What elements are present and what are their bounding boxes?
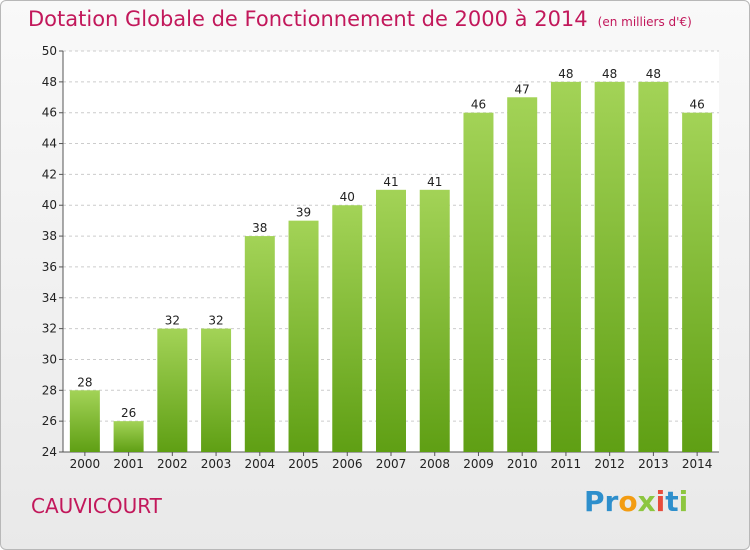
bar [201, 328, 232, 452]
logo-letter: P [584, 485, 605, 518]
bar-value-label: 48 [646, 67, 661, 81]
x-tick-label: 2009 [463, 457, 494, 471]
x-tick-label: 2013 [638, 457, 669, 471]
bar-value-label: 39 [296, 206, 311, 220]
y-tick-label: 50 [42, 44, 57, 58]
x-tick-label: 2012 [594, 457, 625, 471]
x-tick-label: 2003 [201, 457, 232, 471]
bar-chart: 24 26 28 30 32 34 36 38 40 42 44 46 48 50 28 2000 26 2001… [42, 44, 719, 471]
chart-subtitle: (en milliers d'€) [597, 15, 692, 29]
y-tick-label: 36 [42, 260, 57, 274]
y-tick-label: 24 [42, 445, 57, 459]
bar [113, 421, 144, 452]
bar [69, 390, 100, 452]
y-tick-label: 40 [42, 198, 57, 212]
x-tick-label: 2004 [245, 457, 276, 471]
y-tick-label: 48 [42, 75, 57, 89]
bar [288, 220, 319, 452]
bar-value-label: 41 [427, 175, 442, 189]
bar-value-label: 32 [208, 314, 223, 328]
x-tick-label: 2014 [682, 457, 713, 471]
bar-value-label: 46 [689, 98, 704, 112]
x-tick-label: 2011 [551, 457, 582, 471]
bar-value-label: 26 [121, 406, 136, 420]
bar-value-label: 48 [602, 67, 617, 81]
bar [157, 328, 188, 452]
x-tick-label: 2010 [507, 457, 538, 471]
bar [550, 81, 581, 452]
x-tick-label: 2006 [332, 457, 363, 471]
y-tick-label: 28 [42, 383, 57, 397]
bar-value-label: 28 [77, 375, 92, 389]
y-tick-label: 38 [42, 229, 57, 243]
chart-title: Dotation Globale de Fonctionnement de 20… [28, 7, 692, 31]
y-tick-label: 44 [42, 137, 57, 151]
y-tick-label: 26 [42, 414, 57, 428]
bar-value-label: 40 [340, 190, 355, 204]
bar [332, 205, 363, 452]
x-tick-label: 2007 [376, 457, 407, 471]
logo-letter: i [678, 485, 689, 518]
bar [463, 112, 494, 452]
x-tick-label: 2001 [113, 457, 144, 471]
proxiti-logo: Proxiti [584, 485, 688, 518]
bar-value-label: 46 [471, 98, 486, 112]
bar-value-label: 47 [515, 82, 530, 96]
bar [244, 236, 275, 452]
y-tick-label: 46 [42, 106, 57, 120]
bar-value-label: 32 [165, 314, 180, 328]
logo-letter: o [618, 485, 638, 518]
bar-value-label: 48 [558, 67, 573, 81]
bar-value-label: 38 [252, 221, 267, 235]
bar [638, 81, 669, 452]
bar [594, 81, 625, 452]
bar [376, 189, 406, 453]
bar [682, 112, 713, 452]
y-tick-label: 32 [42, 322, 57, 336]
logo-letter: t [665, 485, 679, 518]
y-tick-label: 30 [42, 352, 57, 366]
commune-name: CAUVICOURT [31, 494, 162, 518]
x-tick-label: 2002 [157, 457, 188, 471]
logo-letter: i [655, 485, 666, 518]
y-tick-label: 42 [42, 167, 57, 181]
logo-letter: r [604, 485, 619, 518]
bar-value-label: 41 [383, 175, 398, 189]
x-tick-label: 2000 [70, 457, 101, 471]
bar [507, 97, 538, 453]
y-tick-label: 34 [42, 291, 57, 305]
x-tick-label: 2005 [288, 457, 319, 471]
x-tick-label: 2008 [419, 457, 450, 471]
logo-letter: x [637, 485, 656, 518]
bar [419, 189, 450, 453]
